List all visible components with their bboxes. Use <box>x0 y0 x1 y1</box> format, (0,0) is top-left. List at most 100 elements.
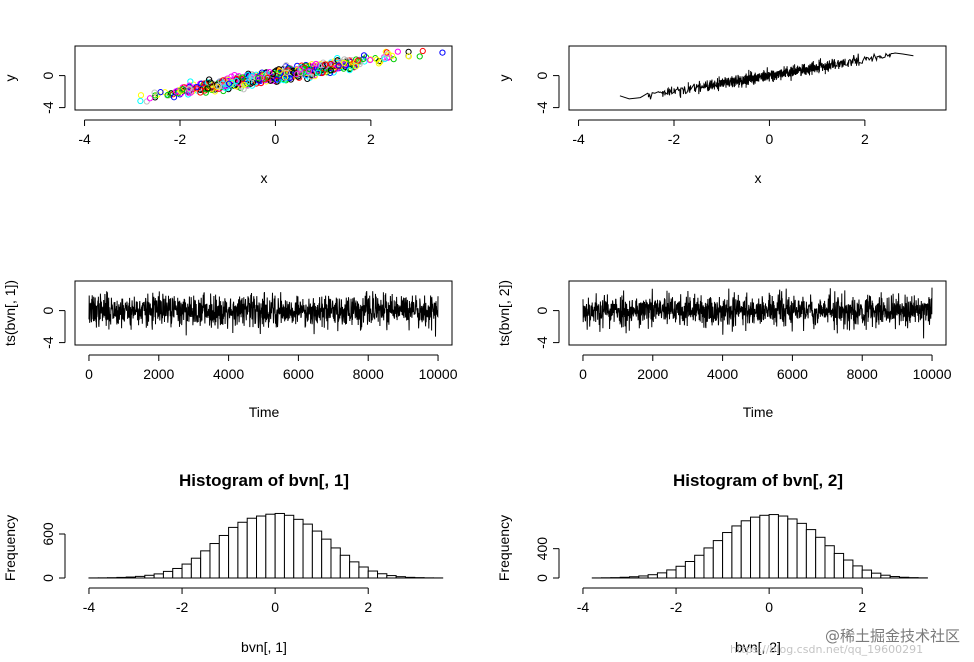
histogram-bar <box>740 520 752 579</box>
x-tick-label: 0 <box>272 131 280 147</box>
histogram-bar <box>153 573 164 579</box>
scatter-point <box>207 79 214 86</box>
histogram-bar <box>330 547 341 579</box>
histogram-bar <box>684 561 696 579</box>
x-tick-label: 2000 <box>637 366 668 382</box>
histogram-bar <box>871 572 882 579</box>
x-tick-label: -4 <box>577 599 590 615</box>
x-axis-label: x <box>755 170 762 186</box>
histogram-bar <box>246 517 258 579</box>
scatter-point <box>297 70 304 77</box>
scatter-point <box>254 74 262 82</box>
x-axis-label: x <box>261 170 268 186</box>
scatter-point <box>314 69 322 76</box>
scatter-point <box>281 74 289 81</box>
histogram-bar <box>311 530 323 579</box>
histogram-bar <box>283 514 295 579</box>
y-axis-label: ts(bvn[, 2]) <box>496 280 512 346</box>
x-tick-label: 2000 <box>143 366 174 382</box>
histogram-bar <box>237 521 248 579</box>
x-axis-ticks: -4 -2 0 2 <box>83 587 372 615</box>
scatter-point <box>394 48 401 55</box>
x-tick-label: -4 <box>78 131 91 147</box>
scatter-point <box>206 76 213 83</box>
x-tick-label: 6000 <box>777 366 808 382</box>
scatter-point <box>249 79 256 86</box>
scatter-point <box>276 68 283 75</box>
scatter-point <box>137 97 144 105</box>
histogram-bar <box>619 576 631 579</box>
scatter-point <box>222 85 229 92</box>
x-tick-label: 2 <box>861 131 869 147</box>
x-tick-label: -2 <box>174 131 187 147</box>
scatter-point <box>287 71 294 78</box>
scatter-point <box>170 94 178 101</box>
histogram-bars <box>88 512 444 579</box>
x-tick-label: 4000 <box>213 366 244 382</box>
scatter-point <box>330 66 337 73</box>
scatter-point <box>439 49 446 56</box>
scatter-point <box>187 89 194 96</box>
y-axis-label: Frequency <box>2 515 18 581</box>
plot-box <box>568 280 947 346</box>
x-axis-ticks: -4 -2 0 2 <box>572 119 869 147</box>
x-tick-label: 6000 <box>283 366 314 382</box>
scatter-point <box>343 59 350 66</box>
histogram-bar <box>777 515 789 579</box>
histogram-bar <box>750 516 761 579</box>
scatter-point <box>193 85 200 92</box>
histogram-bar <box>386 575 397 579</box>
histogram-bar <box>796 522 807 579</box>
histogram-bar <box>228 526 239 579</box>
x-tick-label: -2 <box>176 599 189 615</box>
scatter-point <box>198 80 205 87</box>
scatter-point <box>366 56 374 64</box>
histogram-bar <box>125 576 137 579</box>
histogram-bar <box>377 573 388 579</box>
x-tick-label: -2 <box>670 599 683 615</box>
scatter-point <box>352 63 360 70</box>
scatter-point <box>255 77 262 84</box>
x-tick-label: 0 <box>85 366 93 382</box>
y-axis-label: Frequency <box>496 515 512 581</box>
y-axis-label: ts(bvn[, 1]) <box>2 280 18 346</box>
x-axis-label: bvn[, 1] <box>241 639 287 655</box>
histogram-bars <box>591 514 928 579</box>
scatter-point <box>269 77 276 84</box>
scatter-point <box>312 60 320 68</box>
scatter-point <box>360 52 368 59</box>
histogram-bar <box>265 513 276 579</box>
histogram-bar <box>805 529 817 579</box>
x-tick-label: 10000 <box>419 366 458 382</box>
histogram-bar <box>824 545 835 579</box>
y-tick-label: 0 <box>40 71 56 79</box>
scatter-point <box>164 91 171 99</box>
line-marks <box>619 52 914 100</box>
y-tick-label: 0 <box>40 306 56 314</box>
y-axis-label: y <box>2 75 18 82</box>
scatter-point <box>264 74 271 82</box>
x-axis-label: Time <box>743 404 774 420</box>
scatter-point <box>416 53 423 60</box>
y-tick-label: 400 <box>534 537 550 561</box>
scatter-point <box>263 69 270 76</box>
y-tick-label: 0 <box>534 71 550 79</box>
histogram-bar <box>759 514 770 579</box>
x-axis-ticks: -4 -2 0 2 <box>78 119 375 147</box>
histogram-bar <box>889 576 900 579</box>
scatter-point <box>340 59 348 66</box>
histogram-bar <box>144 574 155 579</box>
histogram-bar <box>843 559 854 579</box>
x-tick-label: 10000 <box>913 366 952 382</box>
histogram-bar <box>675 565 686 579</box>
y-axis-ticks: -4 0 <box>534 306 560 349</box>
scatter-point <box>390 56 397 63</box>
x-tick-label: 8000 <box>847 366 878 382</box>
histogram-bar <box>629 576 640 579</box>
histogram-bar <box>787 518 798 579</box>
scatter-point <box>308 73 315 80</box>
scatter-point <box>376 58 384 65</box>
scatter-point <box>327 67 334 74</box>
panel-histogram-1: Histogram of bvn[, 1] -4 -2 0 2 0 600 bvn[, … <box>2 471 444 655</box>
